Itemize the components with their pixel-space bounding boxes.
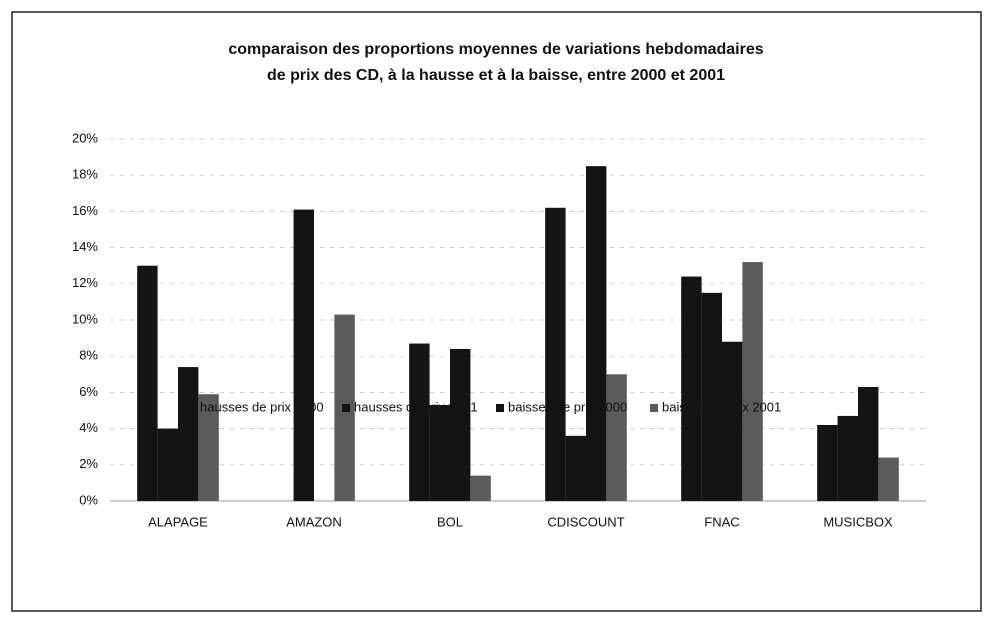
y-tick-label: 12%	[72, 275, 98, 290]
chart-border	[11, 11, 982, 612]
x-tick-label: FNAC	[704, 514, 739, 529]
legend-label: baisses de prix 2000	[508, 399, 627, 414]
y-tick-label: 20%	[72, 130, 98, 145]
bar	[817, 424, 838, 501]
legend-swatch	[496, 404, 504, 412]
bar	[722, 341, 743, 501]
x-tick-label: BOL	[437, 514, 463, 529]
y-tick-label: 8%	[79, 348, 98, 363]
y-tick-label: 16%	[72, 203, 98, 218]
y-tick-label: 4%	[79, 420, 98, 435]
legend-swatch	[342, 404, 350, 412]
bar	[198, 394, 219, 501]
bar	[178, 367, 199, 501]
bar	[701, 292, 722, 501]
bar	[137, 265, 158, 501]
bar	[681, 276, 702, 501]
bar	[878, 457, 899, 501]
bar	[606, 374, 627, 501]
bar	[409, 343, 430, 501]
bar	[565, 435, 586, 501]
bar	[157, 428, 178, 501]
y-tick-label: 2%	[79, 456, 98, 471]
bar	[837, 415, 858, 501]
bar	[586, 166, 607, 501]
y-tick-label: 18%	[72, 167, 98, 182]
bar	[293, 209, 314, 501]
legend-swatch	[188, 404, 196, 412]
bar	[470, 475, 491, 501]
legend-label: hausses de prix 2000	[200, 399, 324, 414]
y-tick-label: 14%	[72, 239, 98, 254]
x-tick-label: CDISCOUNT	[547, 514, 624, 529]
y-tick-label: 10%	[72, 311, 98, 326]
legend-label: baisses de prix 2001	[662, 399, 781, 414]
legend-swatch	[650, 404, 658, 412]
bar	[429, 405, 450, 501]
x-tick-label: MUSICBOX	[823, 514, 893, 529]
x-tick-label: AMAZON	[286, 514, 342, 529]
y-tick-label: 0%	[79, 492, 98, 507]
x-tick-label: ALAPAGE	[148, 514, 208, 529]
bar	[450, 348, 471, 501]
bar	[742, 262, 763, 501]
chart-title: comparaison des proportions moyennes de …	[228, 41, 763, 58]
chart-title: de prix des CD, à la hausse et à la bais…	[267, 67, 725, 84]
y-tick-label: 6%	[79, 384, 98, 399]
bar	[545, 207, 566, 501]
legend-label: hausses de prix 2001	[354, 399, 478, 414]
bar	[858, 386, 879, 501]
